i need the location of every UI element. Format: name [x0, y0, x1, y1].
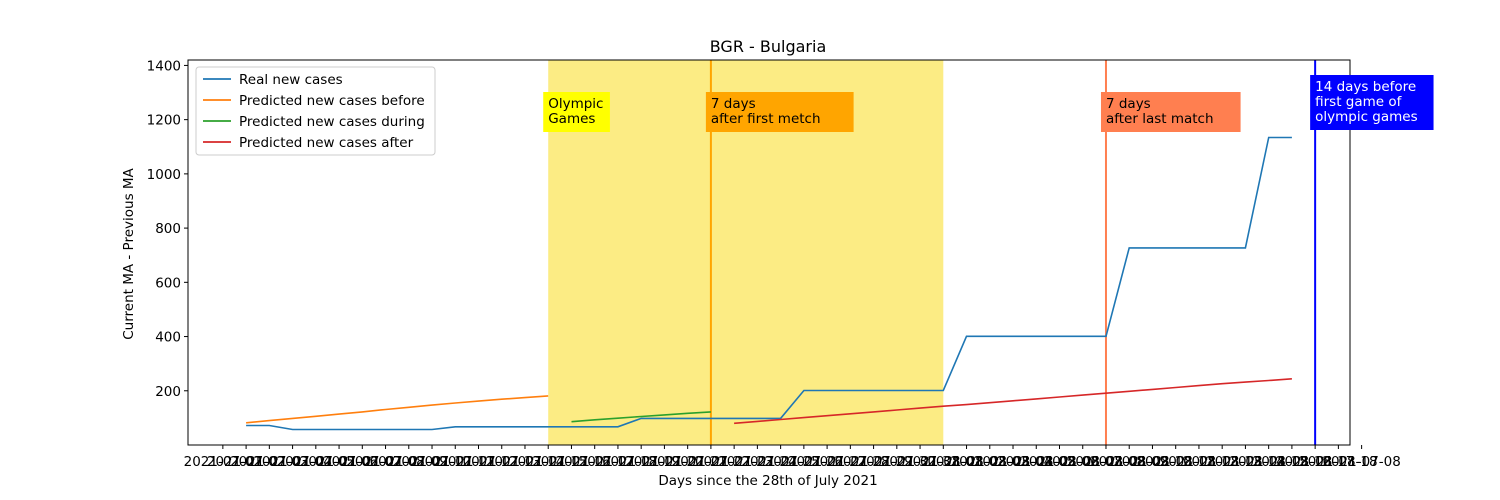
- x-tick-label: 2021-08-03: [951, 454, 1029, 470]
- x-tick-label: 2021-07-18: [579, 454, 657, 470]
- x-tick-label: 2021-08-10: [1113, 454, 1191, 470]
- series-line-predicted-new-cases-during: [571, 411, 711, 423]
- x-tick-label: 2021-07-04: [253, 454, 331, 470]
- x-tick-label: 2021-08-12: [1160, 454, 1238, 470]
- x-tick-label: 2021-07-10: [393, 454, 471, 470]
- annotation-box: [705, 92, 854, 132]
- x-tick-label: 2021-08-02: [927, 454, 1005, 470]
- x-axis-label: Days since the 28th of July 2021: [658, 473, 877, 489]
- legend-label-real-new-cases: Real new cases: [239, 72, 343, 88]
- x-tick-label: 2021-07-19: [602, 454, 680, 470]
- x-tick-label: 2021-07-27: [788, 454, 866, 470]
- annotation-text: Olympic Games: [548, 96, 603, 127]
- x-tick-label: 2021-07-23: [695, 454, 773, 470]
- annotation-box: [1100, 92, 1241, 132]
- x-tick-label: 2021-08-15: [1229, 454, 1307, 470]
- x-tick-label: 2021-07-30: [858, 454, 936, 470]
- x-tick-label: 2021-07-03: [230, 454, 308, 470]
- series-line-real-new-cases: [246, 136, 1292, 431]
- x-tick-label: 2021-07-07: [323, 454, 401, 470]
- y-tick-label: 400: [155, 330, 181, 346]
- chart-title: BGR - Bulgaria: [710, 37, 827, 56]
- x-tick-label: 2021-08-04: [974, 454, 1052, 470]
- x-tick-label: 2021-07-17: [555, 454, 633, 470]
- legend-label-predicted-new-cases-during: Predicted new cases during: [239, 114, 425, 130]
- x-tick-label: 2021-07-29: [834, 454, 912, 470]
- y-tick-label: 200: [155, 384, 181, 400]
- annotation-text: 7 days after first metch: [711, 96, 821, 127]
- x-tick-label: 2021-07-09: [370, 454, 448, 470]
- annotation-text: 14 days before first game of olympic games: [1315, 79, 1418, 125]
- annotation-olympic-games: Olympic Games: [543, 92, 610, 132]
- x-tick-label: 2021-07-20: [625, 454, 703, 470]
- x-tick-label: 2021-07-05: [277, 454, 355, 470]
- x-tick-label: 2021-07-25: [741, 454, 819, 470]
- y-tick-label: 1200: [147, 113, 181, 129]
- series-line-predicted-new-cases-after: [734, 378, 1292, 425]
- plot-area-frame: [187, 59, 1351, 446]
- x-tick-label: 2021-08-16: [1253, 454, 1331, 470]
- x-tick-label: 2021-07-13: [463, 454, 541, 470]
- annotations: Olympic Games 7 days after first metch 7 day…: [543, 75, 1434, 132]
- y-tick-label: 600: [155, 275, 181, 291]
- x-tick-label: 2021-07-12: [439, 454, 517, 470]
- x-tick-label: 2021-07-06: [300, 454, 378, 470]
- x-tick-label: 2021-08-06: [1020, 454, 1098, 470]
- legend: Real new cases Predicted new cases before…: [195, 66, 436, 156]
- x-tick-label: 2021-07-02: [207, 454, 285, 470]
- x-tick-label: 2021-07-28: [811, 454, 889, 470]
- annotation-last-match: 7 days after last match: [1100, 92, 1241, 132]
- x-tick-label: 2021-08-11: [1136, 454, 1214, 470]
- legend-frame: [195, 66, 436, 156]
- x-tick-label: 2021-08-08: [1067, 454, 1145, 470]
- x-tick-label: 2021-08-14: [1206, 454, 1284, 470]
- y-axis-ticks: 200 400 600 800 1000 1200 1400: [147, 58, 188, 400]
- x-tick-label: 2021-07-21: [648, 454, 726, 470]
- legend-label-predicted-new-cases-before: Predicted new cases before: [239, 93, 425, 109]
- annotation-before-games: 14 days before first game of olympic games: [1310, 75, 1434, 130]
- x-tick-label: 2021-08-07: [1044, 454, 1122, 470]
- x-tick-label: 2021-07-08: [346, 454, 424, 470]
- y-tick-label: 1000: [147, 167, 181, 183]
- x-tick-label: 2021-07-11: [416, 454, 494, 470]
- x-tick-label: 2021-08-05: [997, 454, 1075, 470]
- x-tick-label: 2021-07-14: [486, 454, 564, 470]
- annotation-box: [1310, 75, 1434, 130]
- x-tick-label: 2021-07-15: [509, 454, 587, 470]
- x-tick-label: 2021-07-31: [881, 454, 959, 470]
- x-axis-ticks: 2021-07-012021-07-022021-07-032021-07-04…: [184, 445, 1401, 470]
- annotation-text: 7 days after last match: [1106, 96, 1214, 127]
- x-tick-label: 2021-08-01: [904, 454, 982, 470]
- annotation-first-match: 7 days after first metch: [705, 92, 854, 132]
- series-lines: [246, 136, 1292, 431]
- x-tick-label: 2021-07-08: [1322, 454, 1400, 470]
- x-tick-label: 2021-08-18: [1299, 454, 1377, 470]
- x-tick-label: 2021-07-16: [532, 454, 610, 470]
- y-tick-label: 800: [155, 221, 181, 237]
- x-tick-label: 2021-07-26: [765, 454, 843, 470]
- x-tick-label: 2021-08-09: [1090, 454, 1168, 470]
- legend-label-predicted-new-cases-after: Predicted new cases after: [239, 135, 414, 151]
- y-tick-label: 1400: [147, 58, 181, 74]
- x-tick-label: 2021-08-17: [1276, 454, 1354, 470]
- annotation-box: [543, 92, 610, 132]
- x-tick-label: 2021-07-24: [718, 454, 796, 470]
- y-axis-label: Current MA - Previous MA: [121, 167, 137, 339]
- x-tick-label: 2021-08-13: [1183, 454, 1261, 470]
- x-tick-label: 2021-07-01: [184, 454, 262, 470]
- series-line-predicted-new-cases-before: [246, 395, 549, 424]
- x-tick-label: 2021-07-22: [672, 454, 750, 470]
